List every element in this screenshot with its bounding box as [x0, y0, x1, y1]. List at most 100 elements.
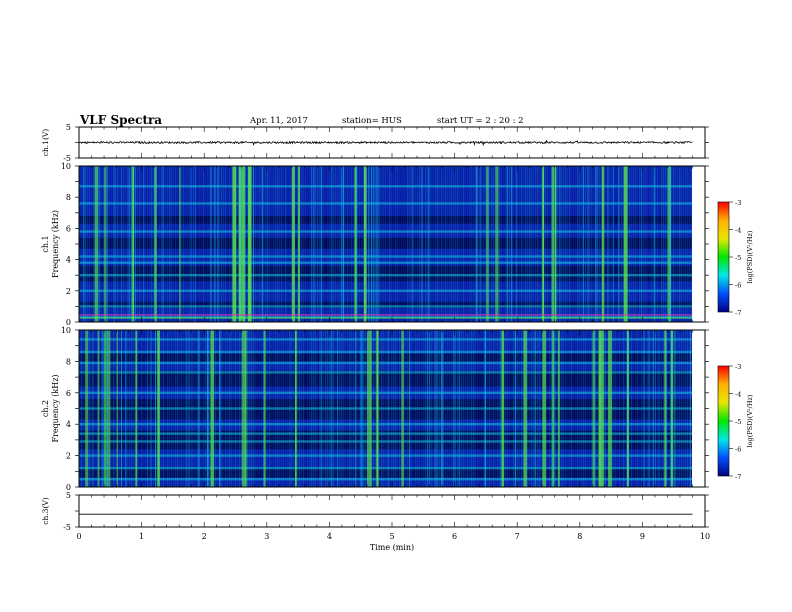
faint-event: [582, 166, 584, 322]
x-tick-label: 6: [452, 532, 457, 541]
spectrogram-column: [259, 166, 261, 322]
spectrogram-column: [615, 166, 617, 322]
spectrogram-column: [527, 166, 529, 322]
spectrogram-column: [685, 166, 687, 322]
faint-event: [135, 166, 137, 322]
broadband-event: [248, 166, 252, 322]
spectrogram-column: [605, 166, 607, 322]
spectrogram-column: [159, 166, 161, 322]
faint-event: [421, 166, 423, 322]
faint-event: [641, 166, 643, 322]
broadband-event: [495, 166, 499, 322]
faint-event: [147, 330, 149, 487]
frequency-band-line: [79, 391, 692, 394]
spectrogram-column: [163, 166, 165, 322]
broadband-event: [623, 166, 628, 322]
spectrogram-column: [161, 166, 163, 322]
faint-event: [92, 330, 94, 487]
frequency-band-line: [79, 261, 692, 264]
spectrogram-column: [687, 166, 689, 322]
spectrogram-column: [201, 166, 203, 322]
spectrogram-column: [493, 166, 495, 322]
faint-event: [374, 166, 376, 322]
broadband-event: [501, 330, 505, 487]
colorbar: [717, 365, 730, 477]
faint-event: [356, 166, 358, 322]
x-tick-label: 2: [202, 532, 207, 541]
faint-event: [368, 166, 370, 322]
spectrogram-column: [537, 166, 539, 322]
spectrogram-column: [413, 166, 415, 322]
spectrogram-column: [213, 166, 215, 322]
spectrogram-column: [541, 166, 543, 322]
spectrogram-column: [241, 166, 243, 322]
broadband-event: [94, 166, 98, 322]
spectrogram-column: [265, 166, 267, 322]
spectrogram-column: [477, 166, 479, 322]
low-frequency-line: [79, 317, 692, 319]
freq-ytick-label: 2: [66, 452, 71, 461]
faint-event: [199, 330, 201, 487]
spectrogram-column: [417, 166, 419, 322]
spectrogram-column: [433, 166, 435, 322]
faint-event: [131, 166, 133, 322]
spectrogram-column: [189, 166, 191, 322]
spectrogram-column: [183, 166, 185, 322]
freq-ytick-label: 8: [66, 357, 71, 366]
spectrogram-column: [115, 166, 117, 322]
spectrogram-column: [351, 166, 353, 322]
broadband-event: [104, 330, 107, 487]
spectrogram-column: [277, 166, 279, 322]
spectrogram-column: [111, 166, 113, 322]
x-tick-label: 1: [139, 532, 144, 541]
spectrogram-column: [587, 166, 589, 322]
spectrogram-column: [637, 166, 639, 322]
spectrogram-column: [211, 166, 213, 322]
spectrogram-column: [569, 166, 571, 322]
spectrogram-column: [225, 166, 227, 322]
spectrogram-column: [401, 166, 403, 322]
frequency-band-line: [79, 466, 692, 470]
faint-event: [207, 330, 209, 487]
broadband-event: [370, 330, 372, 487]
faint-event: [342, 166, 344, 322]
spectrogram-column: [691, 166, 693, 322]
faint-event: [484, 330, 486, 487]
spectrogram-column: [147, 166, 149, 322]
freq-ytick-label: 4: [66, 420, 71, 429]
faint-event: [484, 330, 486, 487]
faint-event: [539, 330, 541, 487]
spectrogram-column: [643, 166, 645, 322]
faint-event: [499, 330, 501, 487]
frequency-axis-label: Frequency (kHz): [51, 374, 60, 442]
faint-event: [612, 166, 614, 322]
faint-event: [653, 166, 655, 322]
spectrogram-column: [597, 166, 599, 322]
spectrogram-column: [663, 166, 665, 322]
spectrogram-column: [435, 166, 437, 322]
spectrogram-column: [665, 166, 667, 322]
spectrogram-column: [459, 166, 461, 322]
spectrogram-column: [195, 166, 197, 322]
spectrogram-column: [437, 166, 439, 322]
faint-event: [594, 330, 596, 487]
faint-event: [355, 330, 357, 487]
spectrogram-column: [205, 166, 207, 322]
spectrogram-column: [465, 166, 467, 322]
broadband-event: [298, 166, 300, 322]
spectrogram-column: [237, 166, 239, 322]
faint-event: [361, 330, 363, 487]
spectrogram-column: [361, 166, 363, 322]
spectrogram-column: [107, 166, 109, 322]
spectrogram-column: [337, 166, 339, 322]
spectrogram-column: [135, 166, 137, 322]
spectrogram-column: [453, 166, 455, 322]
spectrogram-column: [345, 166, 347, 322]
faint-event: [674, 330, 676, 487]
spectrogram-column: [427, 166, 429, 322]
spectrogram-column: [681, 166, 683, 322]
spectrogram-column: [653, 166, 655, 322]
spectrogram-column: [359, 166, 361, 322]
spectrogram-column: [473, 166, 475, 322]
spectrogram-column: [101, 166, 103, 322]
